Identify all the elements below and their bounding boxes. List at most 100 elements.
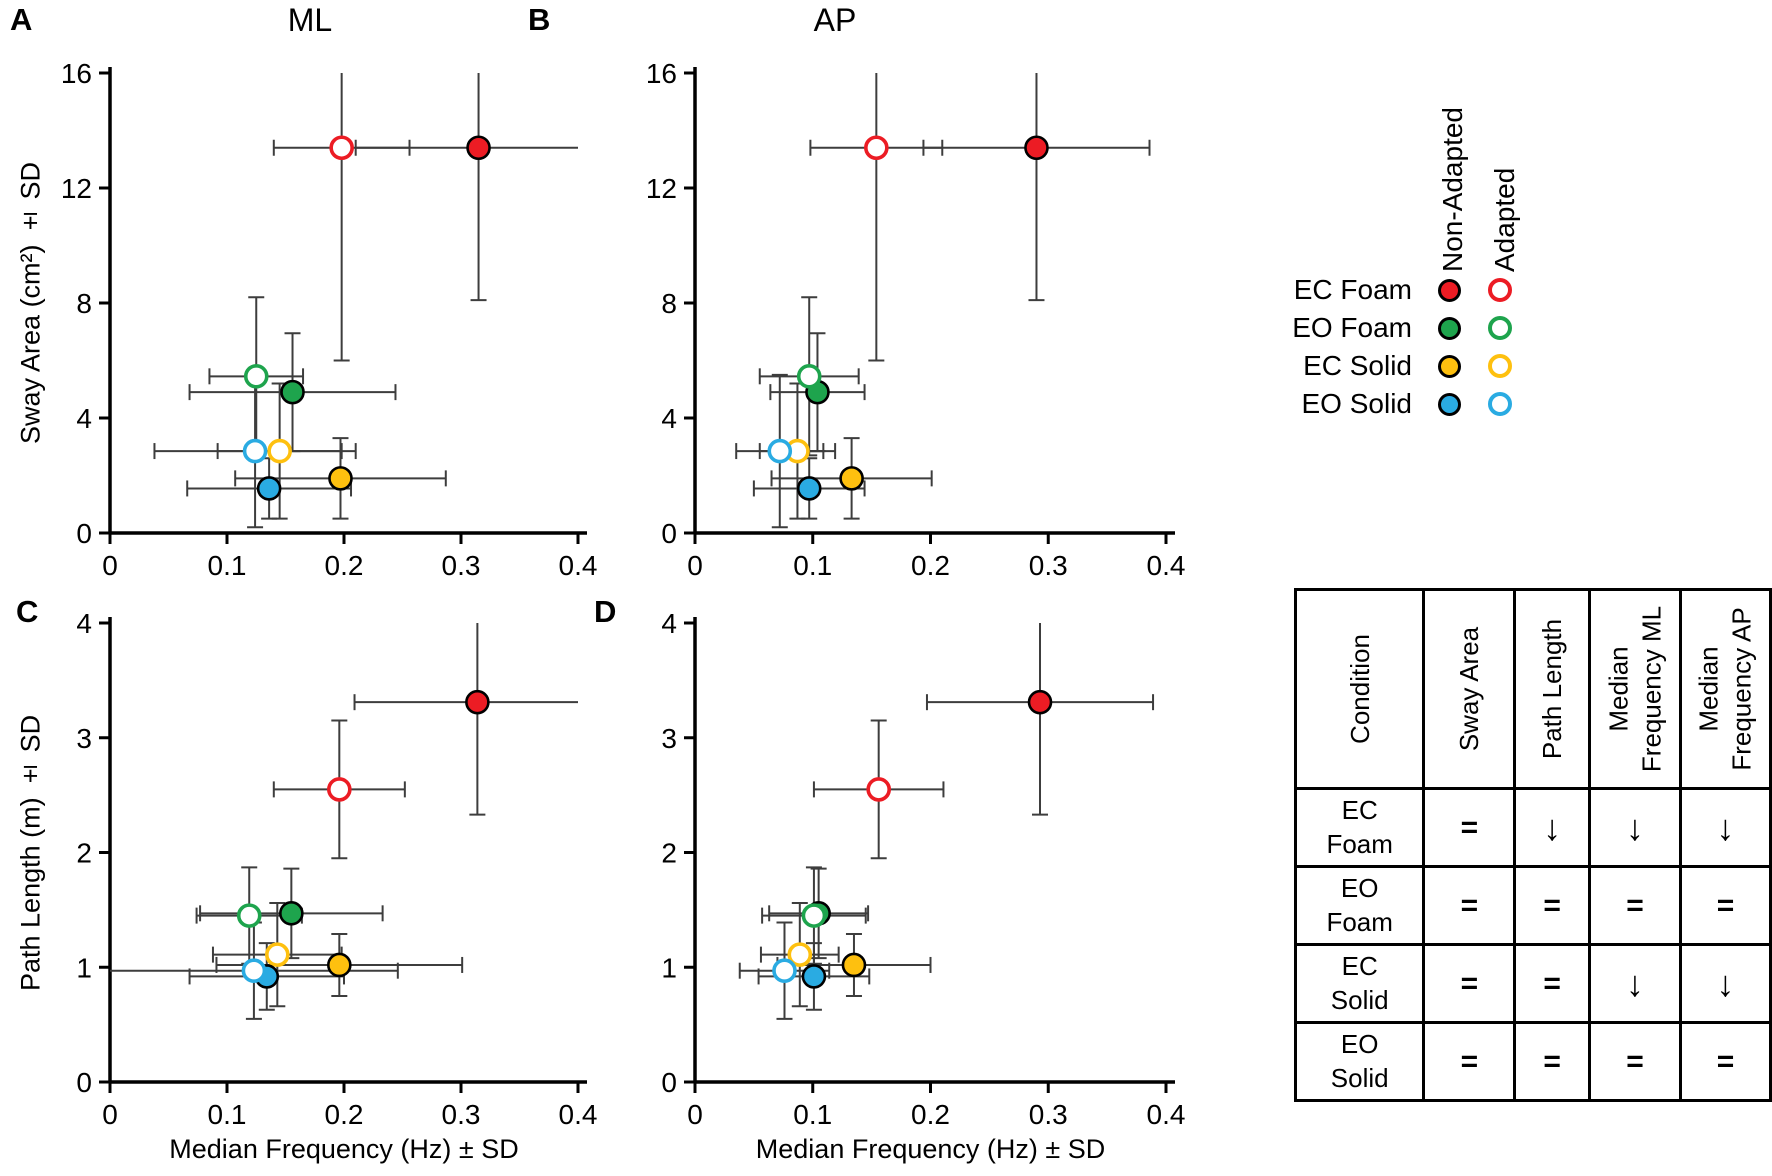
x-tick-label: 0.2 [325, 550, 364, 581]
condition-summary-table: Condition Sway Area Path Length Median Freq… [1293, 588, 1772, 1102]
axes [693, 67, 1175, 535]
data-point-ec-foam-adapted [329, 135, 354, 161]
table-header-label: Median Frequency AP [1693, 607, 1757, 771]
data-point-ec-solid-non-adapted [327, 952, 352, 978]
legend-label: EC Foam [1293, 274, 1412, 305]
table-header-cell: Median Frequency AP [1678, 588, 1772, 790]
legend-marker-open-icon [1488, 316, 1512, 340]
table-row: EC Foam = ↓ ↓ ↓ [1293, 787, 1772, 868]
y-tick-label: 4 [661, 403, 677, 434]
x-tick-label: 0.1 [208, 550, 247, 581]
data-point-eo-foam-adapted [243, 364, 269, 389]
x-tick-label: 0 [687, 550, 703, 581]
legend-label: EO Solid [1301, 388, 1413, 419]
table-cell-equal: = [1588, 1021, 1682, 1102]
x-tick-label: 0 [687, 1099, 703, 1130]
x-tick-label: 0.3 [1029, 1099, 1068, 1130]
data-points [772, 689, 1053, 989]
y-tick-label: 4 [76, 608, 92, 639]
x-tick-label: 0.3 [442, 1099, 481, 1130]
x-tick-label: 0.2 [325, 1099, 364, 1130]
data-point-eo-foam-non-adapted [279, 901, 304, 926]
data-point-eo-solid-adapted [241, 958, 267, 983]
data-point-ec-solid-non-adapted [841, 952, 867, 978]
y-tick-label: 8 [76, 288, 92, 319]
table-row: EO Foam = = = = [1293, 865, 1772, 946]
data-point-ec-solid-non-adapted [839, 466, 864, 491]
column-title-ap: AP [813, 2, 857, 38]
table-condition-cell: EC Solid [1293, 943, 1426, 1024]
y-tick-label: 4 [661, 608, 677, 639]
axes [108, 67, 587, 535]
data-point-ec-solid-adapted [787, 942, 813, 967]
legend-marker-filled-icon [1438, 278, 1461, 302]
y-tick-label: 1 [661, 952, 677, 983]
x-tick-label: 0.4 [1147, 550, 1186, 581]
table-cell-equal: = [1678, 1021, 1772, 1102]
data-point-eo-solid-non-adapted [256, 476, 282, 501]
x-tick-label: 0.1 [793, 1099, 832, 1130]
table-row: EC Solid = = ↓ ↓ [1293, 943, 1772, 1024]
y-tick-label: 4 [76, 403, 92, 434]
x-tick-label: 0.1 [208, 1099, 247, 1130]
panel-c-svg: 0 0.1 0.2 0.3 0.4 0 1 2 3 4 [76, 608, 597, 1130]
legend-column-header-non-adapted: Non-Adapted [1437, 106, 1468, 272]
panel-letter-a: A [10, 2, 33, 37]
y-tick-label: 1 [76, 952, 92, 983]
data-point-eo-foam-non-adapted [280, 379, 305, 405]
x-tick-label: 0.3 [442, 550, 481, 581]
table-header-cell: Median Frequency ML [1588, 588, 1682, 790]
table-cell-equal: = [1422, 787, 1517, 868]
legend-column-header-adapted: Adapted [1489, 167, 1520, 272]
y-tick-label: 8 [661, 288, 677, 319]
table-row: EO Solid = = = = [1293, 1021, 1772, 1102]
legend-row: EO Solid [1262, 385, 1552, 423]
error-bars [153, 73, 578, 529]
table-cell-equal: = [1422, 1021, 1517, 1102]
table-cell-equal: = [1513, 943, 1592, 1024]
data-point-ec-solid-adapted [265, 942, 290, 967]
table-cell-equal: = [1422, 943, 1517, 1024]
y-tick-label: 0 [661, 1067, 677, 1098]
legend-row: EO Foam [1262, 309, 1552, 347]
x-tick-label: 0.3 [1029, 550, 1068, 581]
panel-a-svg: 0 0.1 0.2 0.3 0.4 0 4 8 12 16 [61, 58, 598, 581]
table-header-cell: Sway Area [1422, 588, 1517, 790]
panel-b-svg: 0 0.1 0.2 0.3 0.4 0 4 8 12 16 [646, 58, 1186, 581]
table-cell-decrease-arrow: ↓ [1588, 943, 1682, 1024]
tick-marks-and-labels: 0 0.1 0.2 0.3 0.4 0 1 2 3 4 [76, 608, 597, 1130]
legend-row: EC Foam [1262, 271, 1552, 309]
data-point-ec-foam-adapted [327, 777, 352, 802]
tick-marks-and-labels: 0 0.1 0.2 0.3 0.4 0 4 8 12 16 [646, 58, 1186, 581]
tick-marks-and-labels: 0 0.1 0.2 0.3 0.4 0 1 2 3 4 [661, 608, 1185, 1130]
y-tick-label: 12 [61, 173, 92, 204]
table-cell-equal: = [1513, 865, 1592, 946]
x-tick-label: 0.2 [911, 550, 950, 581]
x-tick-label: 0.4 [559, 550, 598, 581]
table-header-label: Path Length [1536, 618, 1567, 760]
data-point-ec-foam-non-adapted [1027, 689, 1053, 715]
scatter-panel-b-sway-ap: 0 0.1 0.2 0.3 0.4 0 4 8 12 16 [585, 0, 1250, 581]
data-point-ec-solid-adapted [267, 438, 292, 464]
legend-marker-open-icon [1488, 354, 1512, 378]
table-header-label: Sway Area [1454, 626, 1485, 752]
y-tick-label: 16 [61, 58, 92, 89]
legend-label: EO Foam [1292, 312, 1412, 343]
data-point-ec-foam-adapted [864, 135, 889, 161]
legend: EC Foam EO Foam EC Solid EO Solid [1262, 271, 1552, 423]
y-tick-label: 16 [646, 58, 677, 89]
table-header-label: Condition [1344, 634, 1375, 744]
y-tick-label: 3 [76, 723, 92, 754]
table-header-cell: Path Length [1513, 588, 1592, 790]
legend-marker-open-icon [1488, 278, 1512, 302]
y-tick-label: 12 [646, 173, 677, 204]
data-point-eo-foam-adapted [236, 903, 262, 928]
data-point-eo-solid-adapted [242, 438, 268, 464]
data-points [236, 689, 490, 989]
table-condition-cell: EO Foam [1293, 865, 1426, 946]
y-tick-label: 0 [76, 1067, 92, 1098]
x-tick-label: 0 [102, 550, 118, 581]
panel-d-svg: 0 0.1 0.2 0.3 0.4 0 1 2 3 4 [661, 608, 1185, 1130]
scatter-panel-d-path-ap: 0 0.1 0.2 0.3 0.4 0 1 2 3 4 [585, 530, 1250, 1176]
